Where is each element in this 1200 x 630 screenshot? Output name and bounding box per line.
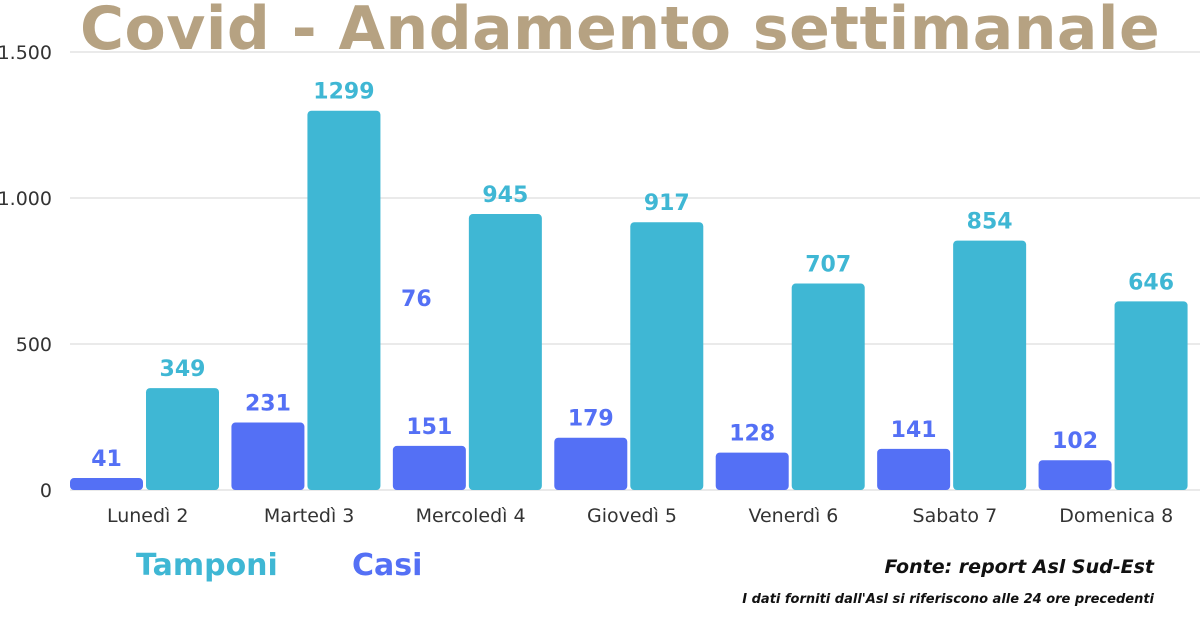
data-label-tamponi: 945 (482, 183, 528, 208)
bar-casi (70, 478, 143, 490)
data-label-casi: 41 (91, 447, 122, 472)
data-label-tamponi: 349 (160, 357, 206, 382)
legend-casi: Casi (352, 548, 423, 583)
bar-casi (392, 445, 466, 490)
data-label-casi: 102 (1052, 429, 1098, 454)
x-tick-label: Venerdì 6 (748, 505, 838, 527)
data-label-casi: 151 (406, 415, 452, 440)
x-tick-label: Mercoledì 4 (416, 505, 526, 527)
data-label-tamponi: 646 (1128, 270, 1174, 295)
bar-tamponi (630, 222, 704, 490)
x-tick-label: Martedì 3 (264, 505, 354, 527)
bar-casi (715, 452, 789, 490)
legend-tamponi: Tamponi (136, 548, 278, 583)
x-tick-label: Giovedì 5 (587, 505, 677, 527)
bar-casi (1038, 460, 1112, 490)
y-tick-label: 1.000 (0, 188, 52, 210)
data-label-tamponi: 707 (805, 253, 851, 278)
x-tick-label: Domenica 8 (1059, 505, 1173, 527)
data-label-casi: 179 (568, 407, 614, 432)
data-label-casi: 141 (891, 418, 937, 443)
chart-title: Covid - Andamento settimanale (80, 0, 1161, 64)
data-label-casi: 128 (729, 422, 775, 447)
data-label-tamponi: 854 (967, 210, 1013, 235)
footnote: I dati forniti dall'Asl si riferiscono a… (742, 592, 1154, 607)
bar-casi (877, 448, 951, 490)
data-label-tamponi: 917 (644, 191, 690, 216)
y-tick-label: 0 (40, 480, 52, 502)
bar-tamponi (1114, 301, 1188, 490)
source-note: Fonte: report Asl Sud-Est (884, 556, 1154, 578)
bar-tamponi (146, 388, 219, 490)
data-label-casi: 231 (245, 392, 291, 417)
data-label-tamponi: 1299 (313, 80, 374, 105)
extra-data-label: 76 (401, 287, 432, 312)
y-tick-label: 500 (16, 334, 52, 356)
bar-casi (231, 422, 305, 490)
x-tick-label: Lunedì 2 (107, 505, 189, 527)
bar-tamponi (468, 214, 542, 490)
x-tick-label: Sabato 7 (913, 505, 998, 527)
bar-tamponi (953, 240, 1027, 490)
bar-tamponi (791, 283, 865, 490)
bar-casi (554, 437, 628, 490)
y-tick-label: 1.500 (0, 42, 52, 64)
bar-tamponi (307, 110, 381, 490)
